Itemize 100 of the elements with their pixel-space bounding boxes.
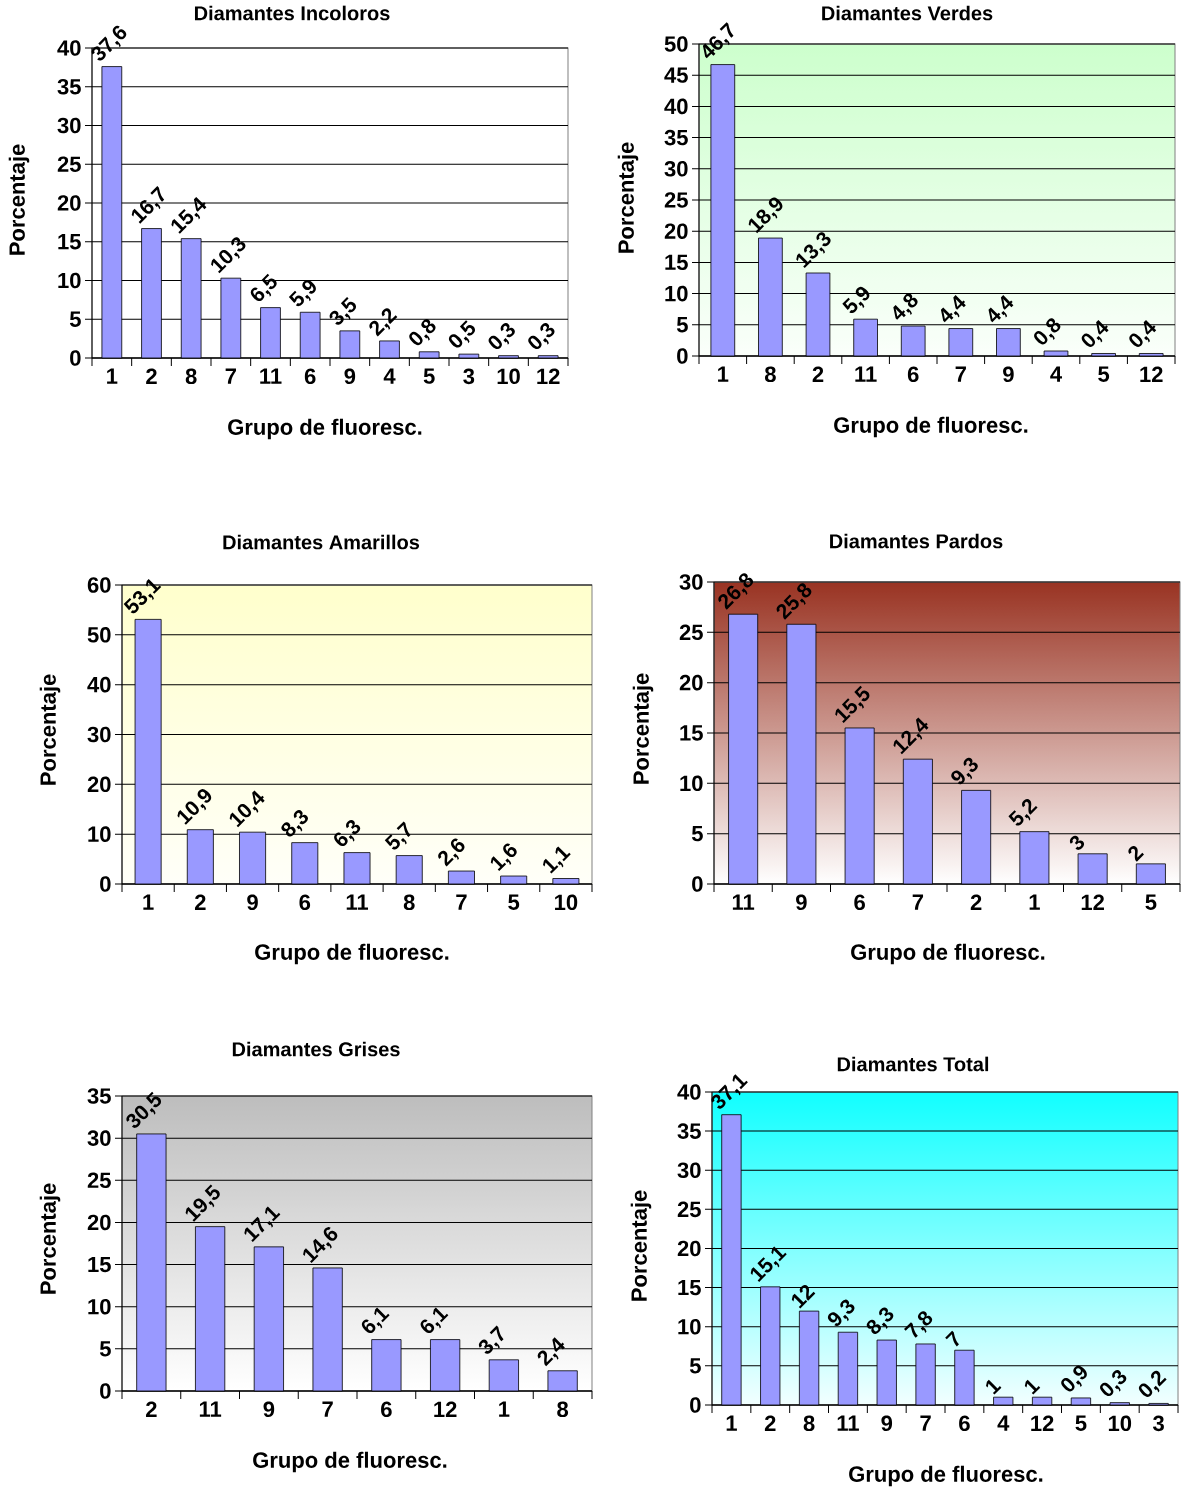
y-tick-label: 0 [70, 350, 81, 366]
data-label: 2 [1128, 845, 1144, 862]
y-tick-label: 20 [664, 223, 688, 239]
y-tick-label: 5 [691, 825, 703, 842]
y-tick-label: 30 [664, 160, 688, 177]
x-tick-label: 1 [143, 894, 154, 910]
x-tick-label: 1 [107, 368, 118, 384]
data-label: 8,3 [866, 1307, 894, 1334]
y-tick-label: 20 [87, 776, 111, 793]
data-label: 6,1 [361, 1307, 390, 1333]
data-label: 7,8 [904, 1311, 933, 1338]
x-axis-title: Grupo de fluoresc. [253, 1451, 447, 1473]
data-label: 53,1 [123, 579, 162, 614]
x-axis-title: Grupo de fluoresc. [834, 416, 1028, 438]
y-tick-label: 50 [87, 627, 111, 643]
y-tick-label: 40 [57, 40, 81, 56]
x-tick-label: 1 [1029, 894, 1040, 910]
y-tick-label: 20 [677, 1240, 701, 1257]
data-label: 4,4 [988, 295, 1014, 323]
y-tick-label: 10 [88, 826, 111, 842]
x-tick-label: 11 [199, 1401, 222, 1417]
y-tick-label: 25 [677, 1201, 701, 1218]
x-tick-label: 2 [146, 1401, 157, 1417]
y-tick-label: 30 [677, 1162, 701, 1179]
x-tick-label: 2 [194, 894, 206, 910]
y-tick-label: 10 [665, 285, 688, 302]
x-axis-title: Grupo de fluoresc. [228, 418, 422, 440]
x-tick-label: 8 [557, 1401, 569, 1418]
x-tick-label: 10 [555, 894, 578, 911]
y-tick-label: 35 [87, 1088, 111, 1104]
y-tick-label: 35 [57, 78, 81, 95]
data-label: 4,4 [940, 295, 966, 323]
y-tick-label: 5 [69, 311, 81, 327]
x-tick-label: 9 [247, 894, 258, 911]
chart-title: Diamantes Incoloros [194, 5, 390, 21]
y-tick-label: 30 [57, 117, 81, 134]
y-tick-label: 10 [678, 1318, 701, 1335]
chart-title: Diamantes Pardos [830, 533, 1003, 549]
x-tick-label: 10 [1108, 1415, 1132, 1432]
x-tick-label: 9 [796, 894, 807, 911]
x-tick-label: 12 [1031, 1415, 1054, 1431]
data-label: 0,3 [1100, 1370, 1127, 1397]
x-tick-label: 11 [732, 894, 755, 910]
chart-title: Diamantes Grises [232, 1041, 400, 1057]
y-tick-label: 20 [87, 1214, 111, 1231]
x-tick-label: 9 [344, 368, 356, 385]
x-tick-label: 8 [403, 894, 415, 911]
y-tick-label: 0 [100, 876, 111, 892]
x-tick-label: 3 [1152, 1415, 1164, 1432]
y-tick-label: 25 [679, 624, 703, 641]
y-tick-label: 40 [677, 1084, 701, 1100]
x-axis-title: Grupo de fluoresc. [255, 943, 449, 965]
y-tick-label: 30 [87, 1130, 111, 1146]
x-tick-label: 5 [1098, 366, 1110, 382]
x-tick-label: 4 [997, 1415, 1010, 1431]
data-label: 1,6 [490, 843, 517, 872]
data-label: 2,6 [438, 838, 465, 867]
x-tick-label: 7 [456, 894, 467, 910]
y-axis-title: Porcentaje [617, 142, 639, 253]
x-tick-label: 8 [803, 1415, 815, 1432]
x-tick-label: 5 [1145, 894, 1157, 910]
x-tick-label: 11 [855, 366, 877, 382]
y-tick-label: 35 [677, 1123, 701, 1139]
data-label: 1,1 [543, 846, 571, 874]
y-tick-label: 5 [676, 317, 688, 333]
data-label: 37,1 [711, 1074, 748, 1109]
y-axis-title: Porcentaje [8, 144, 30, 255]
data-label: 1 [986, 1379, 1002, 1395]
y-tick-label: 15 [678, 1279, 701, 1296]
y-tick-label: 0 [690, 1397, 701, 1413]
data-label: 2,4 [537, 1337, 565, 1367]
y-tick-label: 40 [664, 98, 688, 115]
y-tick-label: 40 [87, 676, 111, 693]
data-label: 9,3 [827, 1299, 855, 1327]
x-tick-label: 11 [346, 894, 369, 910]
data-label: 2,2 [369, 308, 398, 337]
y-tick-label: 25 [664, 192, 688, 208]
x-tick-label: 2 [764, 1415, 776, 1431]
data-label: 8,3 [281, 810, 308, 837]
data-label: 0,3 [488, 323, 515, 350]
data-label: 0,8 [409, 319, 436, 346]
chart-title: Diamantes Total [837, 1056, 989, 1072]
x-tick-label: 5 [508, 894, 520, 910]
y-tick-label: 20 [57, 195, 81, 211]
y-tick-label: 35 [664, 129, 688, 146]
y-axis-title: Porcentaje [39, 1183, 61, 1294]
x-tick-label: 1 [726, 1415, 737, 1431]
data-label: 0,9 [1061, 1365, 1087, 1392]
y-tick-label: 30 [679, 574, 703, 590]
data-label: 5,9 [288, 279, 316, 307]
x-tick-label: 2 [970, 894, 982, 910]
data-label: 6,1 [420, 1307, 449, 1333]
data-label: 0,8 [1034, 318, 1061, 345]
y-tick-label: 30 [87, 726, 111, 743]
x-axis-title: Grupo de fluoresc. [851, 943, 1045, 965]
y-axis-title: Porcentaje [39, 674, 61, 785]
data-label: 3,5 [329, 297, 357, 325]
x-tick-label: 10 [497, 368, 520, 385]
x-tick-label: 9 [1003, 366, 1014, 383]
x-tick-label: 7 [322, 1401, 333, 1417]
